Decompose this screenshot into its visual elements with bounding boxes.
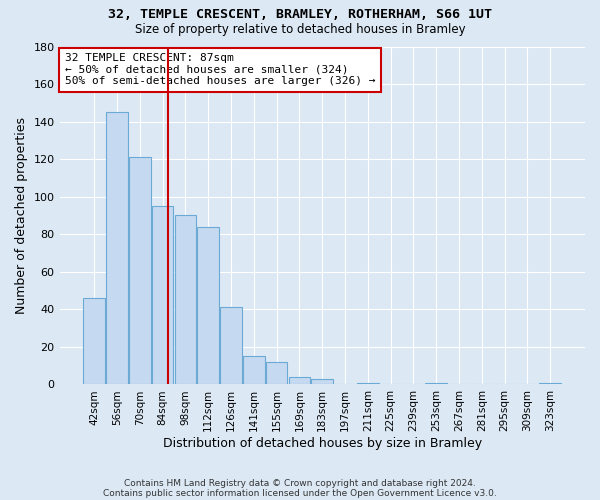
- Y-axis label: Number of detached properties: Number of detached properties: [15, 117, 28, 314]
- Text: Contains public sector information licensed under the Open Government Licence v3: Contains public sector information licen…: [103, 488, 497, 498]
- Text: Size of property relative to detached houses in Bramley: Size of property relative to detached ho…: [134, 22, 466, 36]
- Bar: [83, 298, 105, 384]
- Bar: [311, 379, 333, 384]
- Bar: [539, 382, 561, 384]
- Text: Contains HM Land Registry data © Crown copyright and database right 2024.: Contains HM Land Registry data © Crown c…: [124, 478, 476, 488]
- Bar: [106, 112, 128, 384]
- Text: 32 TEMPLE CRESCENT: 87sqm
← 50% of detached houses are smaller (324)
50% of semi: 32 TEMPLE CRESCENT: 87sqm ← 50% of detac…: [65, 54, 375, 86]
- Bar: [152, 206, 173, 384]
- Bar: [266, 362, 287, 384]
- Bar: [220, 308, 242, 384]
- Text: 32, TEMPLE CRESCENT, BRAMLEY, ROTHERHAM, S66 1UT: 32, TEMPLE CRESCENT, BRAMLEY, ROTHERHAM,…: [108, 8, 492, 20]
- Bar: [243, 356, 265, 384]
- X-axis label: Distribution of detached houses by size in Bramley: Distribution of detached houses by size …: [163, 437, 482, 450]
- Bar: [357, 382, 379, 384]
- Bar: [129, 158, 151, 384]
- Bar: [425, 382, 447, 384]
- Bar: [289, 377, 310, 384]
- Bar: [175, 216, 196, 384]
- Bar: [197, 226, 219, 384]
